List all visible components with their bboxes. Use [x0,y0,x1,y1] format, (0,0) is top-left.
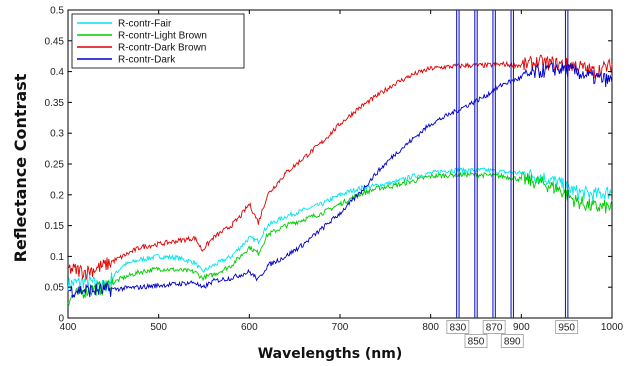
wavelength-markers [456,10,569,318]
x-tick-label: 400 [60,322,77,333]
marker-label-box [446,320,470,334]
marker-label: 870 [486,323,503,334]
x-axis-label: Wavelengths (nm) [258,346,403,362]
x-tick-label: 500 [150,322,167,333]
series-line-4 [67,62,613,298]
legend-entry: R-contr-Fair [118,19,172,30]
y-tick-label: 0.25 [45,160,65,171]
x-tick-label: 900 [513,322,530,333]
marker-label: 830 [450,323,467,334]
x-axis-ticks: 400 500 600 700 800 900 1000 [60,10,624,333]
y-tick-label: 0.2 [50,190,64,201]
x-tick-label: 800 [422,322,439,333]
legend-entry: R-contr-Dark Brown [118,43,206,54]
x-tick-label: 700 [332,322,349,333]
marker-label-box [464,334,488,348]
y-tick-label: 0.3 [50,129,64,140]
legend-entry: R-contr-Light Brown [118,31,207,42]
y-tick-label: 0.1 [50,252,64,263]
y-tick-label: 0 [58,314,64,325]
marker-label: 890 [504,337,521,348]
y-tick-label: 0.5 [50,6,64,17]
series-layer [67,54,613,306]
legend-entry: R-contr-Dark [118,55,176,66]
y-tick-label: 0.35 [45,98,65,109]
wavelength-marker-labels: 830 870 950 850 890 [446,320,579,348]
y-tick-label: 0.45 [45,36,65,47]
y-tick-label: 0.15 [45,221,65,232]
marker-label-box [555,320,579,334]
x-tick-label: 1000 [601,322,624,333]
x-tick-label: 600 [241,322,258,333]
y-tick-label: 0.05 [45,283,65,294]
y-axis-label: Reflectance Contrast [11,73,30,262]
series-line-2 [67,170,613,306]
y-axis-ticks: 0 0.05 0.1 0.15 0.2 0.25 0.3 0.35 0.4 0.45 0.5 [45,6,612,325]
marker-label: 850 [468,337,485,348]
marker-label-box [482,320,506,334]
series-line-3 [67,54,613,281]
y-tick-label: 0.4 [50,67,64,78]
marker-label: 950 [558,323,575,334]
series-line-1 [67,167,613,292]
marker-label-box [500,334,524,348]
